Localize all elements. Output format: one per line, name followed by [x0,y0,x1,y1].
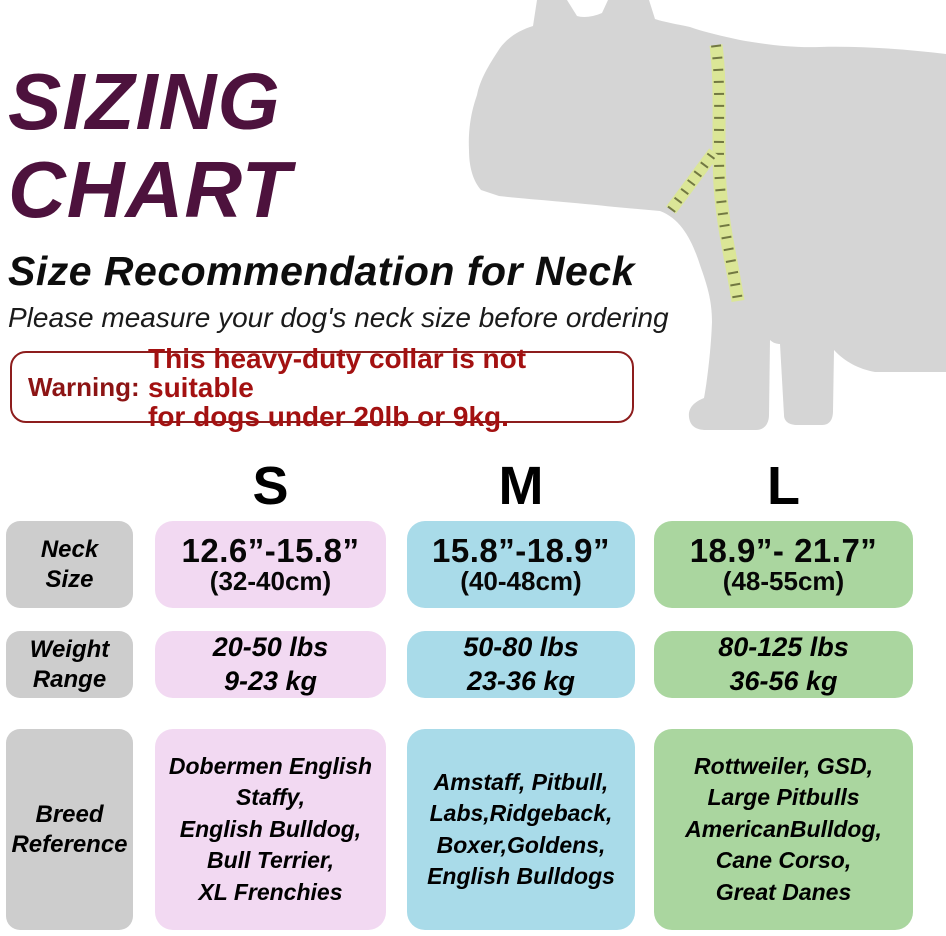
warning-message-line-2: for dogs under 20lb or 9kg. [148,400,509,432]
neck-size-s-inches: 12.6”-15.8” [181,531,360,569]
cell-neck-size-s: 12.6”-15.8” (32-40cm) [155,521,386,608]
dog-silhouette [468,0,946,430]
column-header-s: S [252,456,289,516]
cell-weight-range-l: 80-125 lbs 36-56 kg [654,631,913,698]
cell-breed-reference-s: Dobermen English Staffy, English Bulldog… [155,729,386,930]
page-title-line-2: CHART [8,145,292,234]
neck-size-m-cm: (40-48cm) [460,566,582,597]
warning-label: Warning: [28,371,140,402]
column-header-m: M [498,456,544,516]
neck-size-m-inches: 15.8”-18.9” [432,531,610,569]
measuring-tape [709,44,745,302]
neck-size-s-cm: (32-40cm) [209,566,332,597]
row-label-breed-reference: Breed Reference [6,729,133,930]
subtitle: Size Recommendation for Neck [8,248,635,294]
neck-size-l-cm: (48-55cm) [722,566,845,597]
cell-neck-size-l: 18.9”- 21.7” (48-55cm) [654,521,913,608]
warning-message-line-1: This heavy-duty collar is not suitable [148,342,527,403]
cell-neck-size-m: 15.8”-18.9” (40-48cm) [407,521,635,608]
measure-instruction: Please measure your dog's neck size befo… [8,302,669,333]
cell-weight-range-s: 20-50 lbs 9-23 kg [155,631,386,698]
row-label-neck-size: Neck Size [6,521,133,608]
column-header-l: L [767,456,800,516]
neck-size-l-inches: 18.9”- 21.7” [689,531,878,569]
cell-weight-range-m: 50-80 lbs 23-36 kg [407,631,635,698]
measuring-tape-branch-ticks [667,149,718,213]
page-title: SIZING CHART [8,58,292,234]
warning-box: Warning: This heavy-duty collar is not s… [10,344,634,431]
page-title-line-1: SIZING [8,57,281,146]
warning-message: This heavy-duty collar is not suitable f… [148,344,632,431]
cell-breed-reference-l: Rottweiler, GSD, Large Pitbulls American… [654,729,913,930]
row-label-weight-range: Weight Range [6,631,133,698]
dog-silhouette-with-measuring-tape-icon [468,0,946,430]
cell-breed-reference-m: Amstaff, Pitbull, Labs,Ridgeback, Boxer,… [407,729,635,930]
